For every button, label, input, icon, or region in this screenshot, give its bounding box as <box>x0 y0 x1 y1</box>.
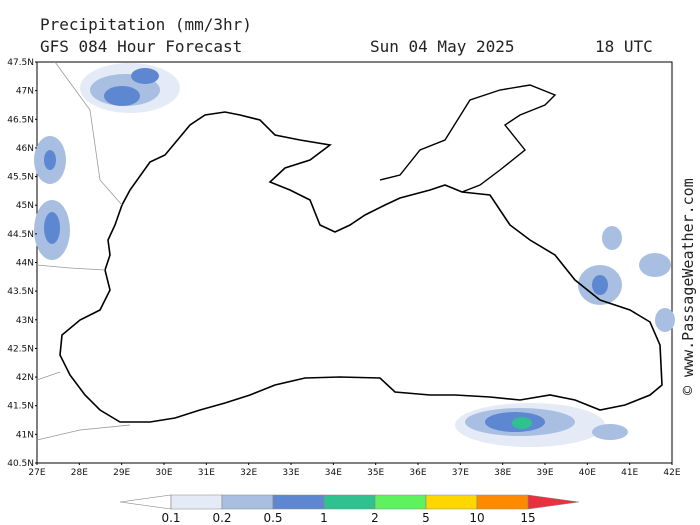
map-area <box>34 61 675 464</box>
precip-area <box>592 424 628 440</box>
lon-label: 40E <box>579 468 596 478</box>
map-frame <box>36 61 673 464</box>
lon-label: 31E <box>198 468 215 478</box>
lon-label: 32E <box>240 468 257 478</box>
lat-label: 43N <box>16 316 34 326</box>
colorbar-swatch <box>527 494 580 510</box>
azov-coast <box>379 84 557 193</box>
lat-label: 45N <box>16 201 34 211</box>
lat-label: 46N <box>16 144 34 154</box>
colorbar-swatch <box>221 494 274 510</box>
watermark: © www.PassageWeather.com <box>679 178 697 395</box>
coastline <box>59 111 663 423</box>
lat-label: 45.5N <box>7 173 34 183</box>
precip-area <box>44 212 60 244</box>
lat-label: 43.5N <box>7 287 34 297</box>
lon-label: 29E <box>113 468 130 478</box>
colorbar-swatch <box>119 494 172 510</box>
lon-label: 39E <box>536 468 553 478</box>
subtitle: GFS 084 Hour Forecast <box>40 37 242 56</box>
lon-label: 30E <box>155 468 172 478</box>
lat-label: 44.5N <box>7 230 34 240</box>
colorbar: 0.1 0.2 0.5 1 2 5 10 15 <box>119 494 580 525</box>
colorbar-swatch <box>170 494 223 510</box>
precip-areas <box>34 63 675 447</box>
precip-area <box>602 226 622 250</box>
precip-area <box>44 150 56 170</box>
colorbar-label: 0.1 <box>161 511 180 525</box>
lon-label: 27E <box>28 468 45 478</box>
colorbar-label: 0.2 <box>212 511 231 525</box>
precip-area <box>639 253 671 277</box>
lon-label: 33E <box>282 468 299 478</box>
lat-label: 42N <box>16 373 34 383</box>
lon-label: 41E <box>621 468 638 478</box>
colorbar-swatch <box>374 494 427 510</box>
border <box>36 61 131 441</box>
precip-area <box>592 275 608 295</box>
lat-label: 41N <box>16 430 34 440</box>
lat-label: 46.5N <box>7 115 34 125</box>
title: Precipitation (mm/3hr) <box>40 15 252 34</box>
colorbar-swatch <box>272 494 325 510</box>
lat-label: 42.5N <box>7 344 34 354</box>
colorbar-label: 0.5 <box>263 511 282 525</box>
lon-label: 38E <box>494 468 511 478</box>
colorbar-swatch <box>323 494 376 510</box>
date: Sun 04 May 2025 <box>370 37 515 56</box>
colorbar-swatch <box>425 494 478 510</box>
colorbar-label: 1 <box>320 511 328 525</box>
colorbar-label: 5 <box>422 511 430 525</box>
colorbar-label: 10 <box>469 511 484 525</box>
precip-area <box>512 417 532 429</box>
lon-label: 28E <box>71 468 88 478</box>
colorbar-label: 2 <box>371 511 379 525</box>
precip-area <box>131 68 159 84</box>
precip-area <box>655 308 675 332</box>
colorbar-swatch <box>476 494 529 510</box>
colorbar-label: 15 <box>520 511 535 525</box>
lon-label: 37E <box>452 468 469 478</box>
lon-label: 35E <box>367 468 384 478</box>
lat-label: 40.5N <box>7 459 34 469</box>
lat-label: 47N <box>16 87 34 97</box>
lat-label: 41.5N <box>7 402 34 412</box>
lon-label: 42E <box>663 468 680 478</box>
time: 18 UTC <box>595 37 653 56</box>
lon-label: 34E <box>325 468 342 478</box>
lat-label: 47.5N <box>7 58 34 68</box>
lat-label: 44N <box>16 259 34 269</box>
precip-area <box>104 86 140 106</box>
lon-label: 36E <box>409 468 426 478</box>
